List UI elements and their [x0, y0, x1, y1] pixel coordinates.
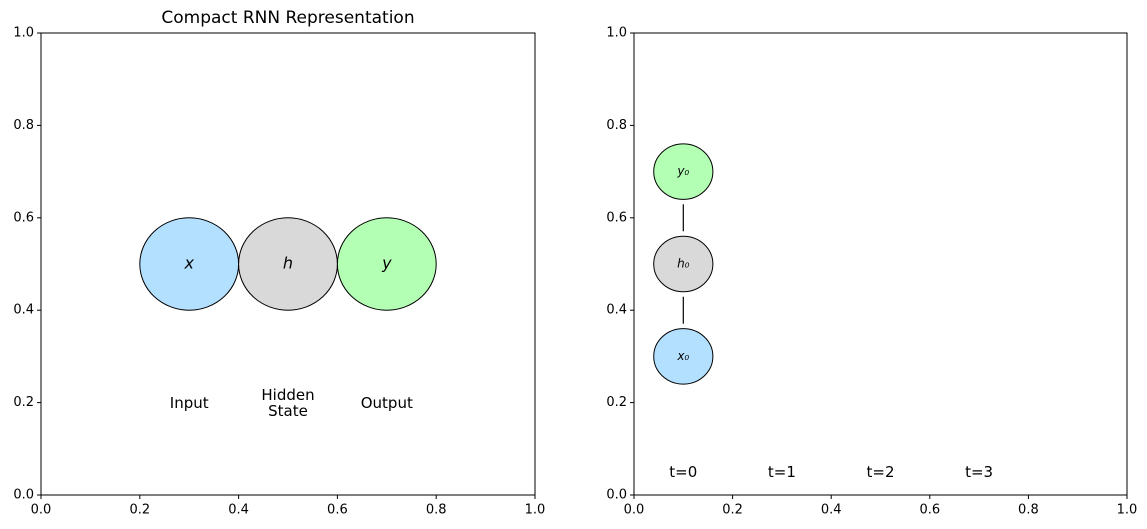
- y-tick-label: 1.0: [606, 26, 627, 41]
- x-tick-label: 0.2: [722, 503, 743, 518]
- annotation: Input: [169, 393, 209, 412]
- node: [653, 143, 714, 200]
- y-tick-label: 0.6: [13, 210, 34, 225]
- y-tick-label: 0.0: [606, 488, 627, 503]
- annotation: Output: [360, 393, 413, 412]
- annotation: t=2: [866, 462, 895, 481]
- y-tick-label: 0.0: [13, 488, 34, 503]
- node-label: y: [381, 254, 392, 273]
- x-tick-label: 0.0: [31, 503, 52, 518]
- annotation-box: Output: [360, 393, 413, 412]
- y-tick-label: 0.4: [606, 303, 627, 318]
- node-label: x: [183, 254, 194, 273]
- x-tick-label: 0.6: [327, 503, 348, 518]
- annotation-box: t=2: [866, 462, 895, 481]
- y-tick-label: 0.2: [606, 395, 627, 410]
- node: [653, 328, 714, 385]
- axes: Compact RNN Representation 0.0 0.2 0.4 0.6 0.…: [13, 8, 545, 518]
- x-tick-label: 0.8: [426, 503, 447, 518]
- annotation: t=1: [767, 462, 796, 481]
- annotation-box: t=3: [965, 462, 994, 481]
- y-tick-label: 0.8: [13, 118, 34, 133]
- axes-frame: [40, 32, 536, 496]
- x-tick-label: 0.2: [129, 503, 150, 518]
- y-tick-label: 1.0: [13, 26, 34, 41]
- axes: 0.0 0.2 0.4 0.6 0.8 1.0 0.0 0.2 0.4 0.6 0.8 1.0 x₀ h₀…: [606, 26, 1137, 518]
- node: [653, 235, 714, 293]
- node-label: y₀: [676, 164, 689, 178]
- chart-title: Compact RNN Representation: [161, 8, 414, 28]
- x-tick-label: 0.8: [1018, 503, 1039, 518]
- y-tick-label: 0.6: [606, 210, 627, 225]
- annotation: t=3: [965, 462, 994, 481]
- x-tick-label: 0.6: [919, 503, 940, 518]
- x-tick-label: 1.0: [525, 503, 546, 518]
- y-tick-label: 0.8: [606, 118, 627, 133]
- x-tick-label: 0.4: [821, 503, 842, 518]
- y-tick-label: 0.4: [13, 303, 34, 318]
- axes-frame: [633, 32, 1128, 496]
- node: [336, 217, 437, 311]
- annotation-box: Hidden State: [261, 385, 315, 420]
- x-tick-label: 1.0: [1117, 503, 1138, 518]
- annotation-box: t=0: [669, 462, 698, 481]
- node-label: h: [283, 254, 293, 273]
- x-tick-label: 0.4: [228, 503, 249, 518]
- annotation-box: Input: [169, 393, 209, 412]
- annotation: t=0: [669, 462, 698, 481]
- annotation: Hidden State: [261, 385, 315, 420]
- node-label: x₀: [676, 349, 689, 363]
- node-label: h₀: [677, 257, 690, 271]
- x-tick-label: 0.0: [624, 503, 645, 518]
- y-tick-label: 0.2: [13, 395, 34, 410]
- annotation-box: t=1: [767, 462, 796, 481]
